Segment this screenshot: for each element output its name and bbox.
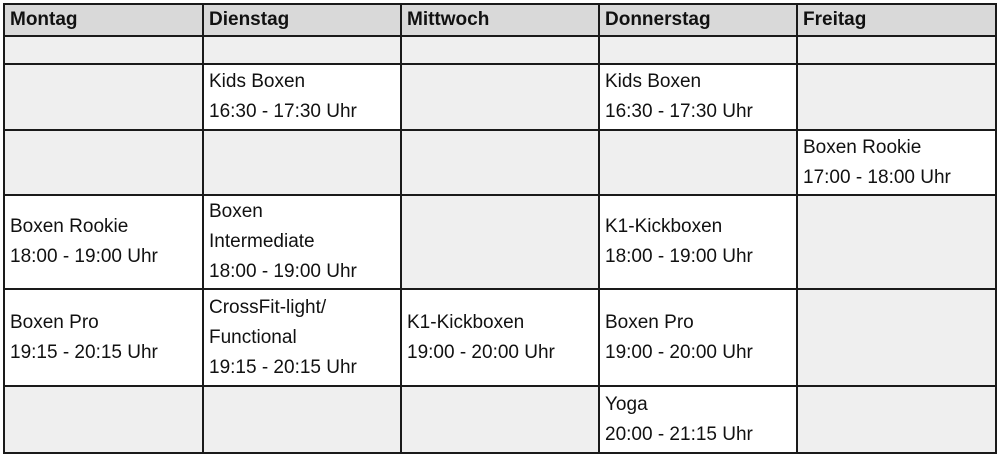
class-name: Boxen Pro — [10, 311, 99, 333]
table-row: Kids Boxen 16:30 - 17:30 Uhr Kids Boxen 16:… — [3, 63, 997, 131]
class-name: Boxen — [209, 201, 263, 222]
class-cell: Boxen Intermediate 18:00 - 19:00 Uhr — [202, 194, 402, 290]
class-name: K1-Kickboxen — [407, 311, 525, 333]
empty-cell — [400, 63, 600, 131]
table-row: Yoga 20:00 - 21:15 Uhr — [3, 385, 997, 454]
empty-cell — [400, 385, 600, 454]
day-header-freitag: Freitag — [796, 3, 997, 37]
header-row: Montag Dienstag Mittwoch Donnerstag Freitag — [3, 3, 997, 37]
class-cell: Boxen Pro 19:00 - 20:00 Uhr — [598, 288, 798, 387]
class-time: 19:00 - 20:00 Uhr — [407, 341, 555, 363]
empty-cell — [202, 35, 402, 65]
class-name: Kids Boxen — [209, 71, 306, 92]
class-cell: Yoga 20:00 - 21:15 Uhr — [598, 385, 798, 454]
class-cell: Kids Boxen 16:30 - 17:30 Uhr — [202, 63, 402, 131]
empty-cell — [400, 129, 600, 196]
empty-cell — [3, 385, 204, 454]
day-header-donnerstag: Donnerstag — [598, 3, 798, 37]
class-name: Boxen Rookie — [803, 136, 922, 158]
class-time: 19:00 - 20:00 Uhr — [605, 341, 753, 363]
empty-cell — [400, 194, 600, 290]
class-time: 19:15 - 20:15 Uhr — [10, 341, 158, 363]
class-time: 19:15 - 20:15 Uhr — [209, 356, 357, 378]
table-row — [3, 35, 997, 65]
class-name: Yoga — [605, 393, 648, 415]
empty-cell — [400, 35, 600, 65]
day-header-montag: Montag — [3, 3, 204, 37]
empty-cell — [3, 63, 204, 131]
class-cell: Boxen Pro 19:15 - 20:15 Uhr — [3, 288, 204, 387]
class-time: 18:00 - 19:00 Uhr — [209, 261, 357, 282]
class-name: K1-Kickboxen — [605, 216, 723, 237]
class-name: Functional — [209, 326, 297, 348]
empty-cell — [598, 35, 798, 65]
class-name: Boxen Pro — [605, 311, 694, 333]
class-cell: K1-Kickboxen 19:00 - 20:00 Uhr — [400, 288, 600, 387]
class-cell: Boxen Rookie 18:00 - 19:00 Uhr — [3, 194, 204, 290]
empty-cell — [598, 129, 798, 196]
empty-cell — [202, 129, 402, 196]
class-name: CrossFit-light/ — [209, 296, 327, 318]
class-cell: K1-Kickboxen 18:00 - 19:00 Uhr — [598, 194, 798, 290]
empty-cell — [796, 35, 997, 65]
empty-cell — [3, 129, 204, 196]
empty-cell — [796, 194, 997, 290]
empty-cell — [202, 385, 402, 454]
empty-cell — [796, 288, 997, 387]
class-cell: Boxen Rookie 17:00 - 18:00 Uhr — [796, 129, 997, 196]
table-row: Boxen Rookie 18:00 - 19:00 Uhr Boxen Interm… — [3, 194, 997, 290]
class-time: 16:30 - 17:30 Uhr — [605, 101, 753, 122]
class-name: Intermediate — [209, 231, 315, 252]
class-time: 16:30 - 17:30 Uhr — [209, 101, 357, 122]
empty-cell — [3, 35, 204, 65]
class-name: Kids Boxen — [605, 71, 702, 92]
class-time: 18:00 - 19:00 Uhr — [605, 246, 753, 267]
class-time: 18:00 - 19:00 Uhr — [10, 246, 158, 267]
class-time: 20:00 - 21:15 Uhr — [605, 423, 753, 445]
day-header-dienstag: Dienstag — [202, 3, 402, 37]
schedule-table: Montag Dienstag Mittwoch Donnerstag Freitag … — [3, 3, 997, 454]
day-header-mittwoch: Mittwoch — [400, 3, 600, 37]
empty-cell — [796, 385, 997, 454]
table-row: Boxen Rookie 17:00 - 18:00 Uhr — [3, 129, 997, 196]
class-cell: Kids Boxen 16:30 - 17:30 Uhr — [598, 63, 798, 131]
class-cell: CrossFit-light/Functional 19:15 - 20:15 U… — [202, 288, 402, 387]
class-time: 17:00 - 18:00 Uhr — [803, 166, 951, 188]
empty-cell — [796, 63, 997, 131]
table-row: Boxen Pro 19:15 - 20:15 Uhr CrossFit-light… — [3, 288, 997, 387]
class-name: Boxen Rookie — [10, 216, 129, 237]
